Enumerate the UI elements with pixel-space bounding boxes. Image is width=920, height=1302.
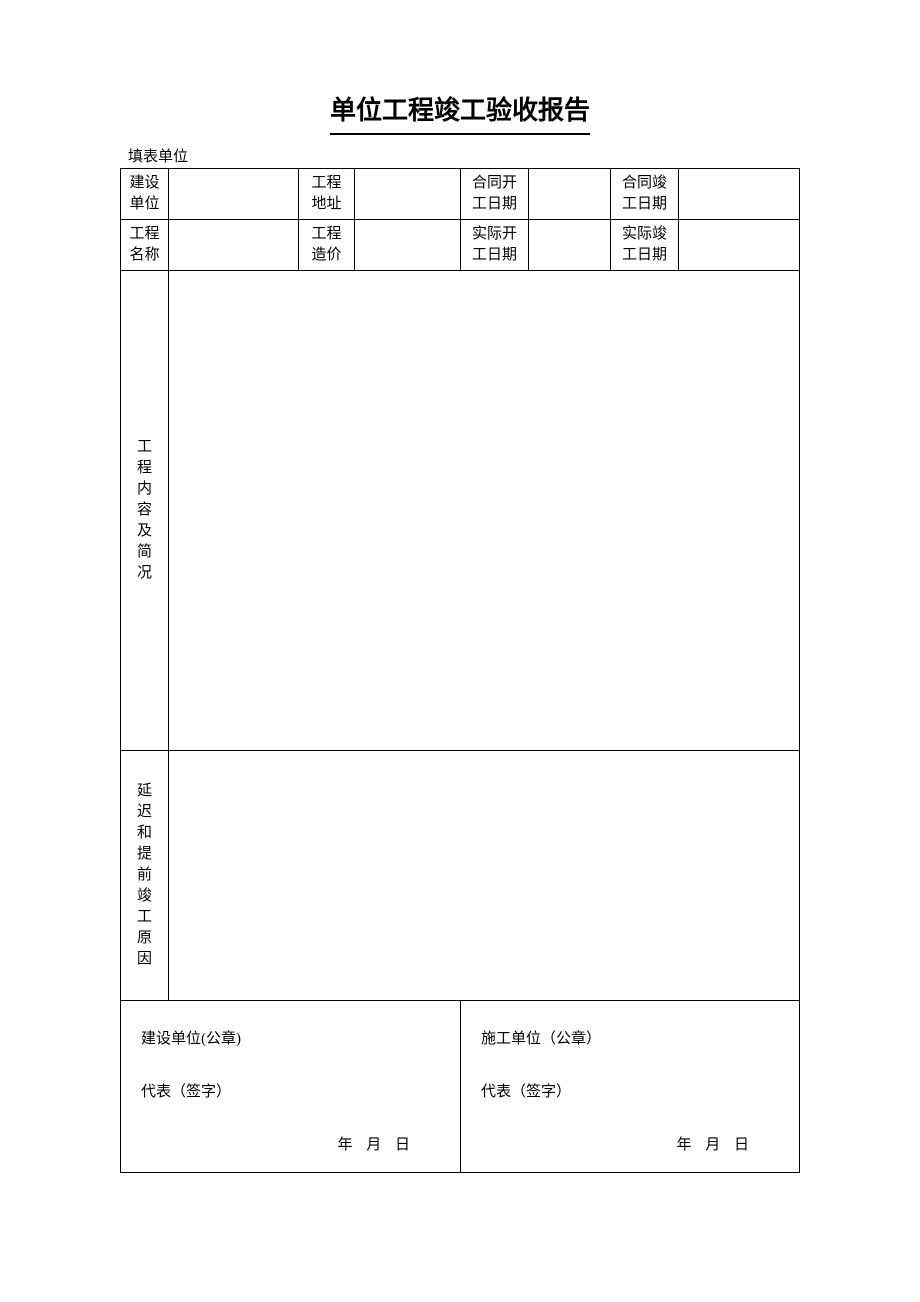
value-project-address bbox=[355, 169, 461, 220]
page-title: 单位工程竣工验收报告 bbox=[330, 90, 590, 135]
sig-right-rep: 代表（签字） bbox=[481, 1082, 779, 1103]
label-project-address: 工程地址 bbox=[299, 169, 355, 220]
value-project-name bbox=[169, 220, 299, 271]
signature-left-block: 建设单位(公章) 代表（签字） 年 月 日 bbox=[127, 1005, 454, 1168]
signature-right-cell: 施工单位（公章） 代表（签字） 年 月 日 bbox=[461, 1001, 800, 1173]
label-construction-unit: 建设单位 bbox=[121, 169, 169, 220]
header-row-2: 工程名称 工程造价 实际开工日期 实际竣工日期 bbox=[121, 220, 800, 271]
sig-right-stamp: 施工单位（公章） bbox=[481, 1029, 779, 1050]
filler-unit-label: 填表单位 bbox=[120, 145, 800, 166]
title-wrap: 单位工程竣工验收报告 bbox=[120, 90, 800, 135]
value-contract-start-date bbox=[529, 169, 611, 220]
value-delay-reason bbox=[169, 751, 800, 1001]
label-contract-end-date: 合同竣工日期 bbox=[611, 169, 679, 220]
document-page: 单位工程竣工验收报告 填表单位 建设单位 工程地址 合同开工日期 合同竣工日期 … bbox=[120, 90, 800, 1173]
label-contract-start-date: 合同开工日期 bbox=[461, 169, 529, 220]
label-project-cost: 工程造价 bbox=[299, 220, 355, 271]
section-content-row: 工程内容及简况 bbox=[121, 271, 800, 751]
value-contract-end-date bbox=[679, 169, 800, 220]
signature-left-cell: 建设单位(公章) 代表（签字） 年 月 日 bbox=[121, 1001, 461, 1173]
label-project-name: 工程名称 bbox=[121, 220, 169, 271]
signature-right-block: 施工单位（公章） 代表（签字） 年 月 日 bbox=[467, 1005, 793, 1168]
value-construction-unit bbox=[169, 169, 299, 220]
sig-left-date: 年 月 日 bbox=[141, 1135, 440, 1156]
sig-left-rep: 代表（签字） bbox=[141, 1082, 440, 1103]
value-actual-end-date bbox=[679, 220, 800, 271]
sig-right-date: 年 月 日 bbox=[481, 1135, 779, 1156]
value-project-cost bbox=[355, 220, 461, 271]
signature-row: 建设单位(公章) 代表（签字） 年 月 日 施工单位（公章） 代表（签字） 年 … bbox=[121, 1001, 800, 1173]
acceptance-form-table: 建设单位 工程地址 合同开工日期 合同竣工日期 工程名称 工程造价 实际开工日期… bbox=[120, 168, 800, 1173]
sig-left-stamp: 建设单位(公章) bbox=[141, 1029, 440, 1050]
label-actual-end-date: 实际竣工日期 bbox=[611, 220, 679, 271]
header-row-1: 建设单位 工程地址 合同开工日期 合同竣工日期 bbox=[121, 169, 800, 220]
label-actual-start-date: 实际开工日期 bbox=[461, 220, 529, 271]
label-delay-reason: 延迟和提前竣工原因 bbox=[121, 751, 169, 1001]
section-reason-row: 延迟和提前竣工原因 bbox=[121, 751, 800, 1001]
label-project-content: 工程内容及简况 bbox=[121, 271, 169, 751]
value-project-content bbox=[169, 271, 800, 751]
value-actual-start-date bbox=[529, 220, 611, 271]
